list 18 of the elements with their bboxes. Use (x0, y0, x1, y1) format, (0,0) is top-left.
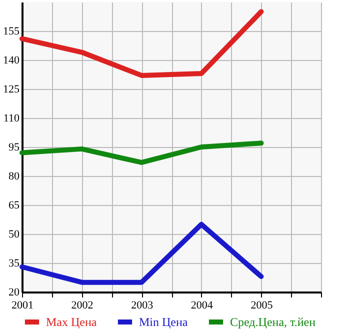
legend-label: Сред.Цена, т.йен (230, 315, 316, 329)
y-tick-label: 80 (8, 170, 20, 182)
x-tick-label: 2001 (12, 300, 34, 312)
x-tick-label: 2003 (131, 300, 154, 312)
x-tick-label: 2005 (250, 300, 274, 312)
y-tick-label: 140 (3, 54, 20, 66)
y-tick-label: 65 (8, 200, 20, 212)
x-tick-label: 2002 (71, 300, 94, 312)
y-tick-label: 110 (3, 112, 20, 124)
y-tick-label: 50 (8, 228, 20, 240)
y-tick-label: 95 (8, 142, 20, 154)
y-tick-label: 155 (3, 26, 20, 38)
x-tick-label: 2004 (190, 300, 214, 312)
y-tick-label: 20 (8, 286, 20, 298)
y-tick-label: 35 (8, 258, 20, 270)
legend-label: Min Цена (139, 315, 188, 329)
legend-label: Max Цена (46, 315, 98, 329)
y-tick-label: 125 (3, 84, 20, 96)
